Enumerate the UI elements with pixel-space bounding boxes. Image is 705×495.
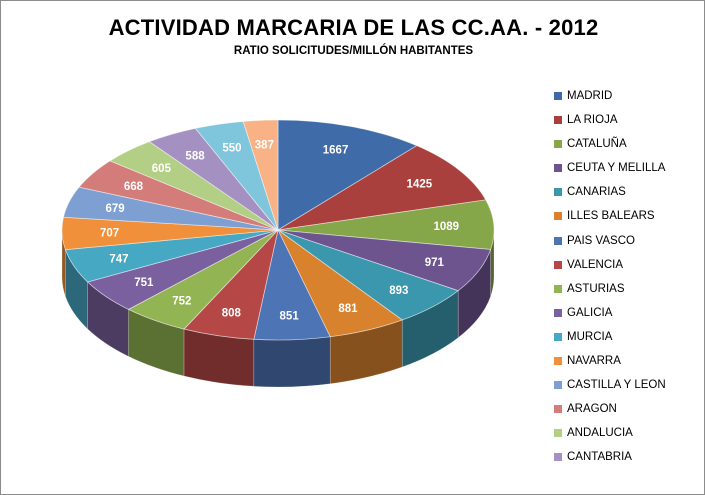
legend-swatch [554, 285, 562, 293]
chart-legend: MADRID LA RIOJA CATALUÑA CEUTA Y MELILLA CAN… [554, 88, 699, 474]
data-label-18: 387 [255, 139, 274, 151]
data-label-13: 679 [106, 203, 125, 215]
legend-swatch [554, 116, 562, 124]
data-label-14: 668 [124, 181, 144, 193]
legend-item: CATALUÑA [554, 136, 699, 160]
legend-item: ILLES BALEARS [554, 208, 699, 232]
data-label-10: 751 [134, 277, 154, 289]
legend-label: ANDALUCIA [567, 425, 633, 441]
legend-swatch [554, 357, 562, 365]
legend-item: GALICIA [554, 305, 699, 329]
data-label-6: 881 [338, 303, 358, 315]
legend-label: CANTABRIA [567, 449, 632, 465]
legend-item: CEUTA Y MELILLA [554, 160, 699, 184]
legend-item: MURCIA [554, 329, 699, 353]
legend-item: NAVARRA [554, 353, 699, 377]
legend-swatch [554, 309, 562, 317]
data-label-16: 588 [185, 150, 205, 162]
legend-item: CASTILLA Y LEON [554, 377, 699, 401]
legend-label: CANARIAS [567, 184, 626, 200]
data-label-5: 893 [389, 285, 408, 297]
legend-label: MURCIA [567, 329, 612, 345]
pie-slice-side-7 [254, 337, 330, 387]
legend-label: MADRID [567, 88, 612, 104]
legend-swatch [554, 453, 562, 461]
legend-label: NAVARRA [567, 353, 621, 369]
legend-swatch [554, 405, 562, 413]
legend-label: ARAGON [567, 401, 617, 417]
legend-item: ARAGON [554, 401, 699, 425]
legend-swatch [554, 164, 562, 172]
legend-swatch [554, 261, 562, 269]
legend-label: ASTURIAS [567, 281, 625, 297]
legend-label: LA RIOJA [567, 112, 618, 128]
legend-swatch [554, 333, 562, 341]
legend-label: CASTILLA Y LEON [567, 377, 666, 393]
legend-swatch [554, 237, 562, 245]
legend-swatch [554, 212, 562, 220]
data-label-4: 971 [425, 257, 445, 269]
legend-item: ANDALUCIA [554, 425, 699, 449]
legend-item: MADRID [554, 88, 699, 112]
legend-label: CATALUÑA [567, 136, 627, 152]
data-label-17: 550 [222, 142, 241, 154]
legend-item: CANTABRIA [554, 449, 699, 473]
legend-swatch [554, 429, 562, 437]
data-label-9: 752 [172, 295, 191, 307]
data-label-1: 1667 [323, 144, 349, 156]
data-label-12: 707 [100, 228, 119, 240]
legend-item: PAIS VASCO [554, 233, 699, 257]
legend-label: GALICIA [567, 305, 612, 321]
data-label-15: 605 [152, 163, 172, 175]
data-label-3: 1089 [433, 221, 459, 233]
legend-swatch [554, 92, 562, 100]
legend-item: CANARIAS [554, 184, 699, 208]
legend-label: ILLES BALEARS [567, 208, 655, 224]
legend-swatch [554, 381, 562, 389]
data-label-2: 1425 [407, 178, 433, 190]
legend-label: VALENCIA [567, 257, 623, 273]
legend-item: VALENCIA [554, 257, 699, 281]
legend-item: ASTURIAS [554, 281, 699, 305]
legend-swatch [554, 188, 562, 196]
legend-label: CEUTA Y MELILLA [567, 160, 665, 176]
data-label-8: 808 [222, 307, 242, 319]
legend-swatch [554, 140, 562, 148]
data-label-11: 747 [109, 253, 128, 265]
data-label-7: 851 [280, 311, 300, 323]
legend-label: PAIS VASCO [567, 233, 635, 249]
legend-item: LA RIOJA [554, 112, 699, 136]
